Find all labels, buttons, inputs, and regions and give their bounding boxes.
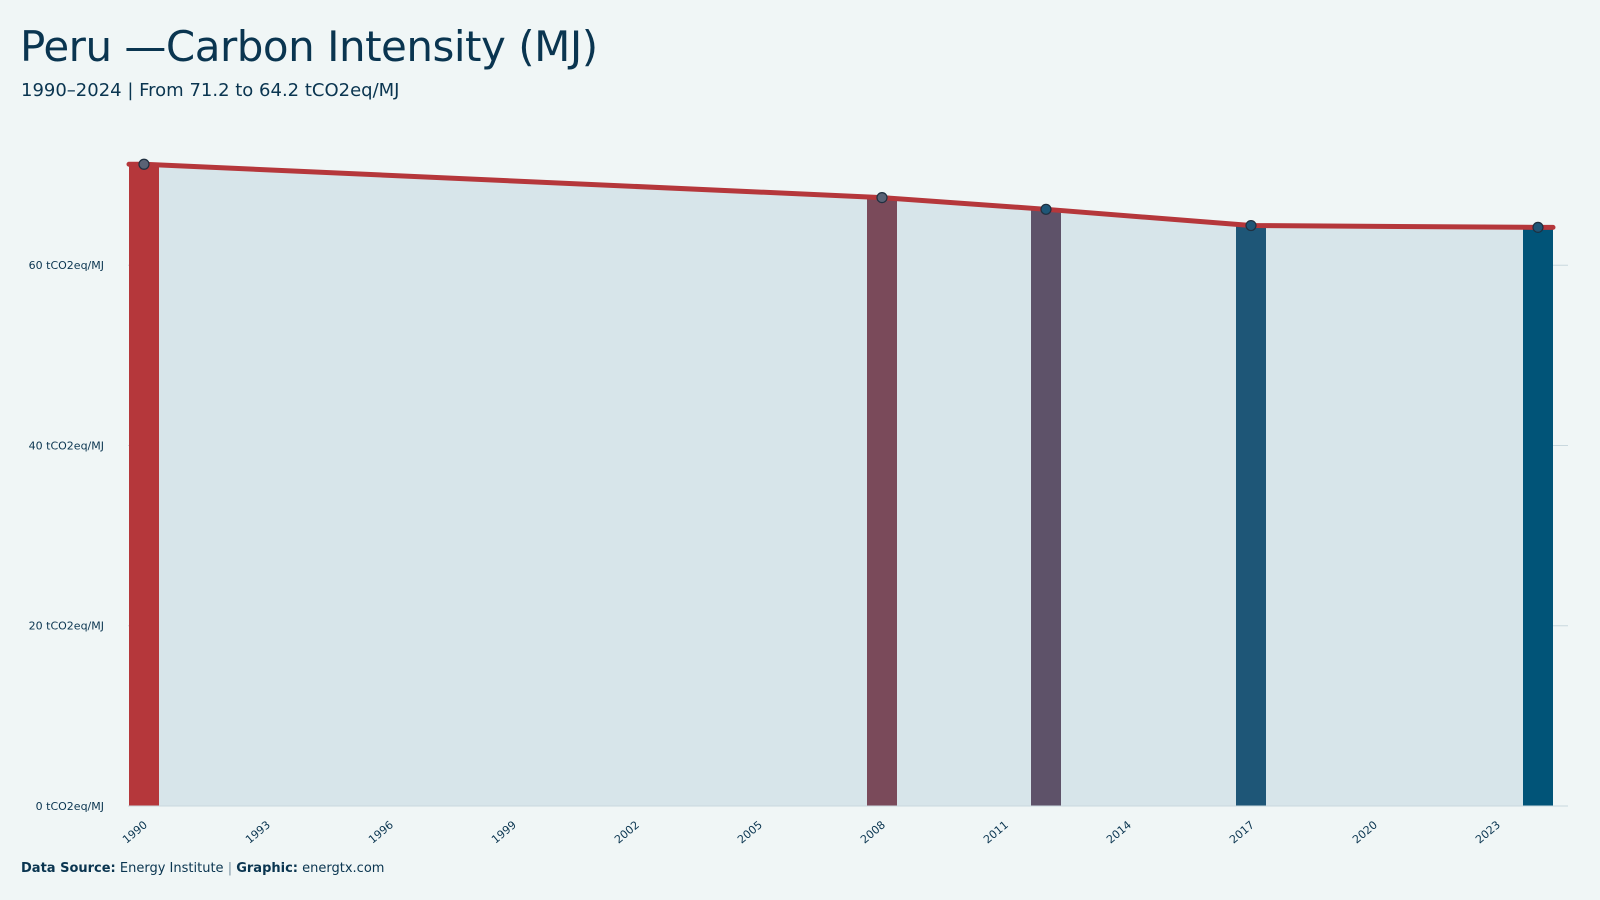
data-point-2008 bbox=[876, 192, 888, 204]
x-tick-label: 2014 bbox=[1104, 818, 1134, 846]
data-point-2012 bbox=[1040, 203, 1052, 215]
x-tick-label: 1996 bbox=[366, 818, 396, 846]
x-tick-label: 1999 bbox=[489, 818, 519, 846]
highlight-bar-2012 bbox=[1031, 209, 1061, 807]
x-tick-label: 2020 bbox=[1350, 818, 1380, 846]
y-tick-label: 40 tCO2eq/MJ bbox=[29, 439, 104, 452]
data-point-2017 bbox=[1245, 219, 1257, 232]
graphic-value: energtx.com bbox=[302, 861, 385, 876]
x-tick-label: 2005 bbox=[735, 818, 765, 846]
x-tick-label: 2002 bbox=[612, 818, 642, 846]
highlight-bar-2017 bbox=[1236, 225, 1266, 807]
highlight-bar-2008 bbox=[867, 197, 897, 807]
source-value: Energy Institute bbox=[119, 861, 224, 876]
footer-credits: Data Source: Energy Institute | Graphic:… bbox=[21, 861, 384, 876]
x-tick-label: 2023 bbox=[1473, 818, 1503, 846]
data-point-1990 bbox=[138, 158, 150, 170]
x-tick-label: 2011 bbox=[981, 818, 1011, 846]
source-label: Data Source: bbox=[21, 861, 116, 876]
footer-separator: | bbox=[227, 861, 233, 876]
chart-title: Peru —Carbon Intensity (MJ) bbox=[20, 22, 598, 71]
area-fill bbox=[129, 164, 1553, 806]
highlight-bar-2024 bbox=[1523, 227, 1553, 806]
data-point-2024 bbox=[1532, 221, 1544, 233]
y-tick-label: 20 tCO2eq/MJ bbox=[29, 620, 104, 633]
x-tick-label: 2008 bbox=[858, 818, 888, 846]
highlight-bar-1990 bbox=[129, 164, 159, 806]
x-tick-label: 2017 bbox=[1227, 818, 1257, 846]
x-tick-label: 1993 bbox=[243, 818, 273, 846]
x-tick-label: 1990 bbox=[120, 818, 150, 846]
y-tick-label: 0 tCO2eq/MJ bbox=[36, 800, 104, 813]
y-tick-label: 60 tCO2eq/MJ bbox=[29, 259, 104, 272]
graphic-label: Graphic: bbox=[236, 861, 298, 876]
chart-subtitle: 1990–2024 | From 71.2 to 64.2 tCO2eq/MJ bbox=[21, 80, 400, 101]
